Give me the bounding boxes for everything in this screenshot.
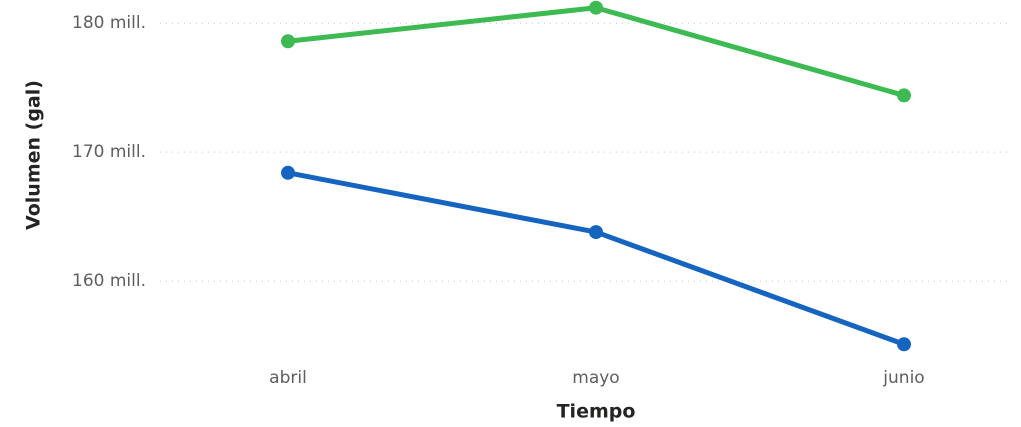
x-tick-label: mayo <box>572 368 619 388</box>
data-point <box>589 0 603 15</box>
y-tick-label: 180 mill. <box>72 13 146 33</box>
data-point <box>589 225 603 240</box>
series-line <box>287 170 905 347</box>
data-point <box>281 165 295 180</box>
y-axis-title: Volumen (gal) <box>23 80 45 230</box>
data-point <box>897 337 911 352</box>
data-point <box>897 88 911 103</box>
data-point <box>281 34 295 49</box>
y-tick-label: 160 mill. <box>72 271 146 291</box>
x-tick-label: abril <box>269 368 307 388</box>
x-tick-label: junio <box>882 368 924 388</box>
series-line <box>287 5 905 98</box>
x-axis-title: Tiempo <box>557 401 636 423</box>
y-tick-label: 170 mill. <box>72 142 146 162</box>
